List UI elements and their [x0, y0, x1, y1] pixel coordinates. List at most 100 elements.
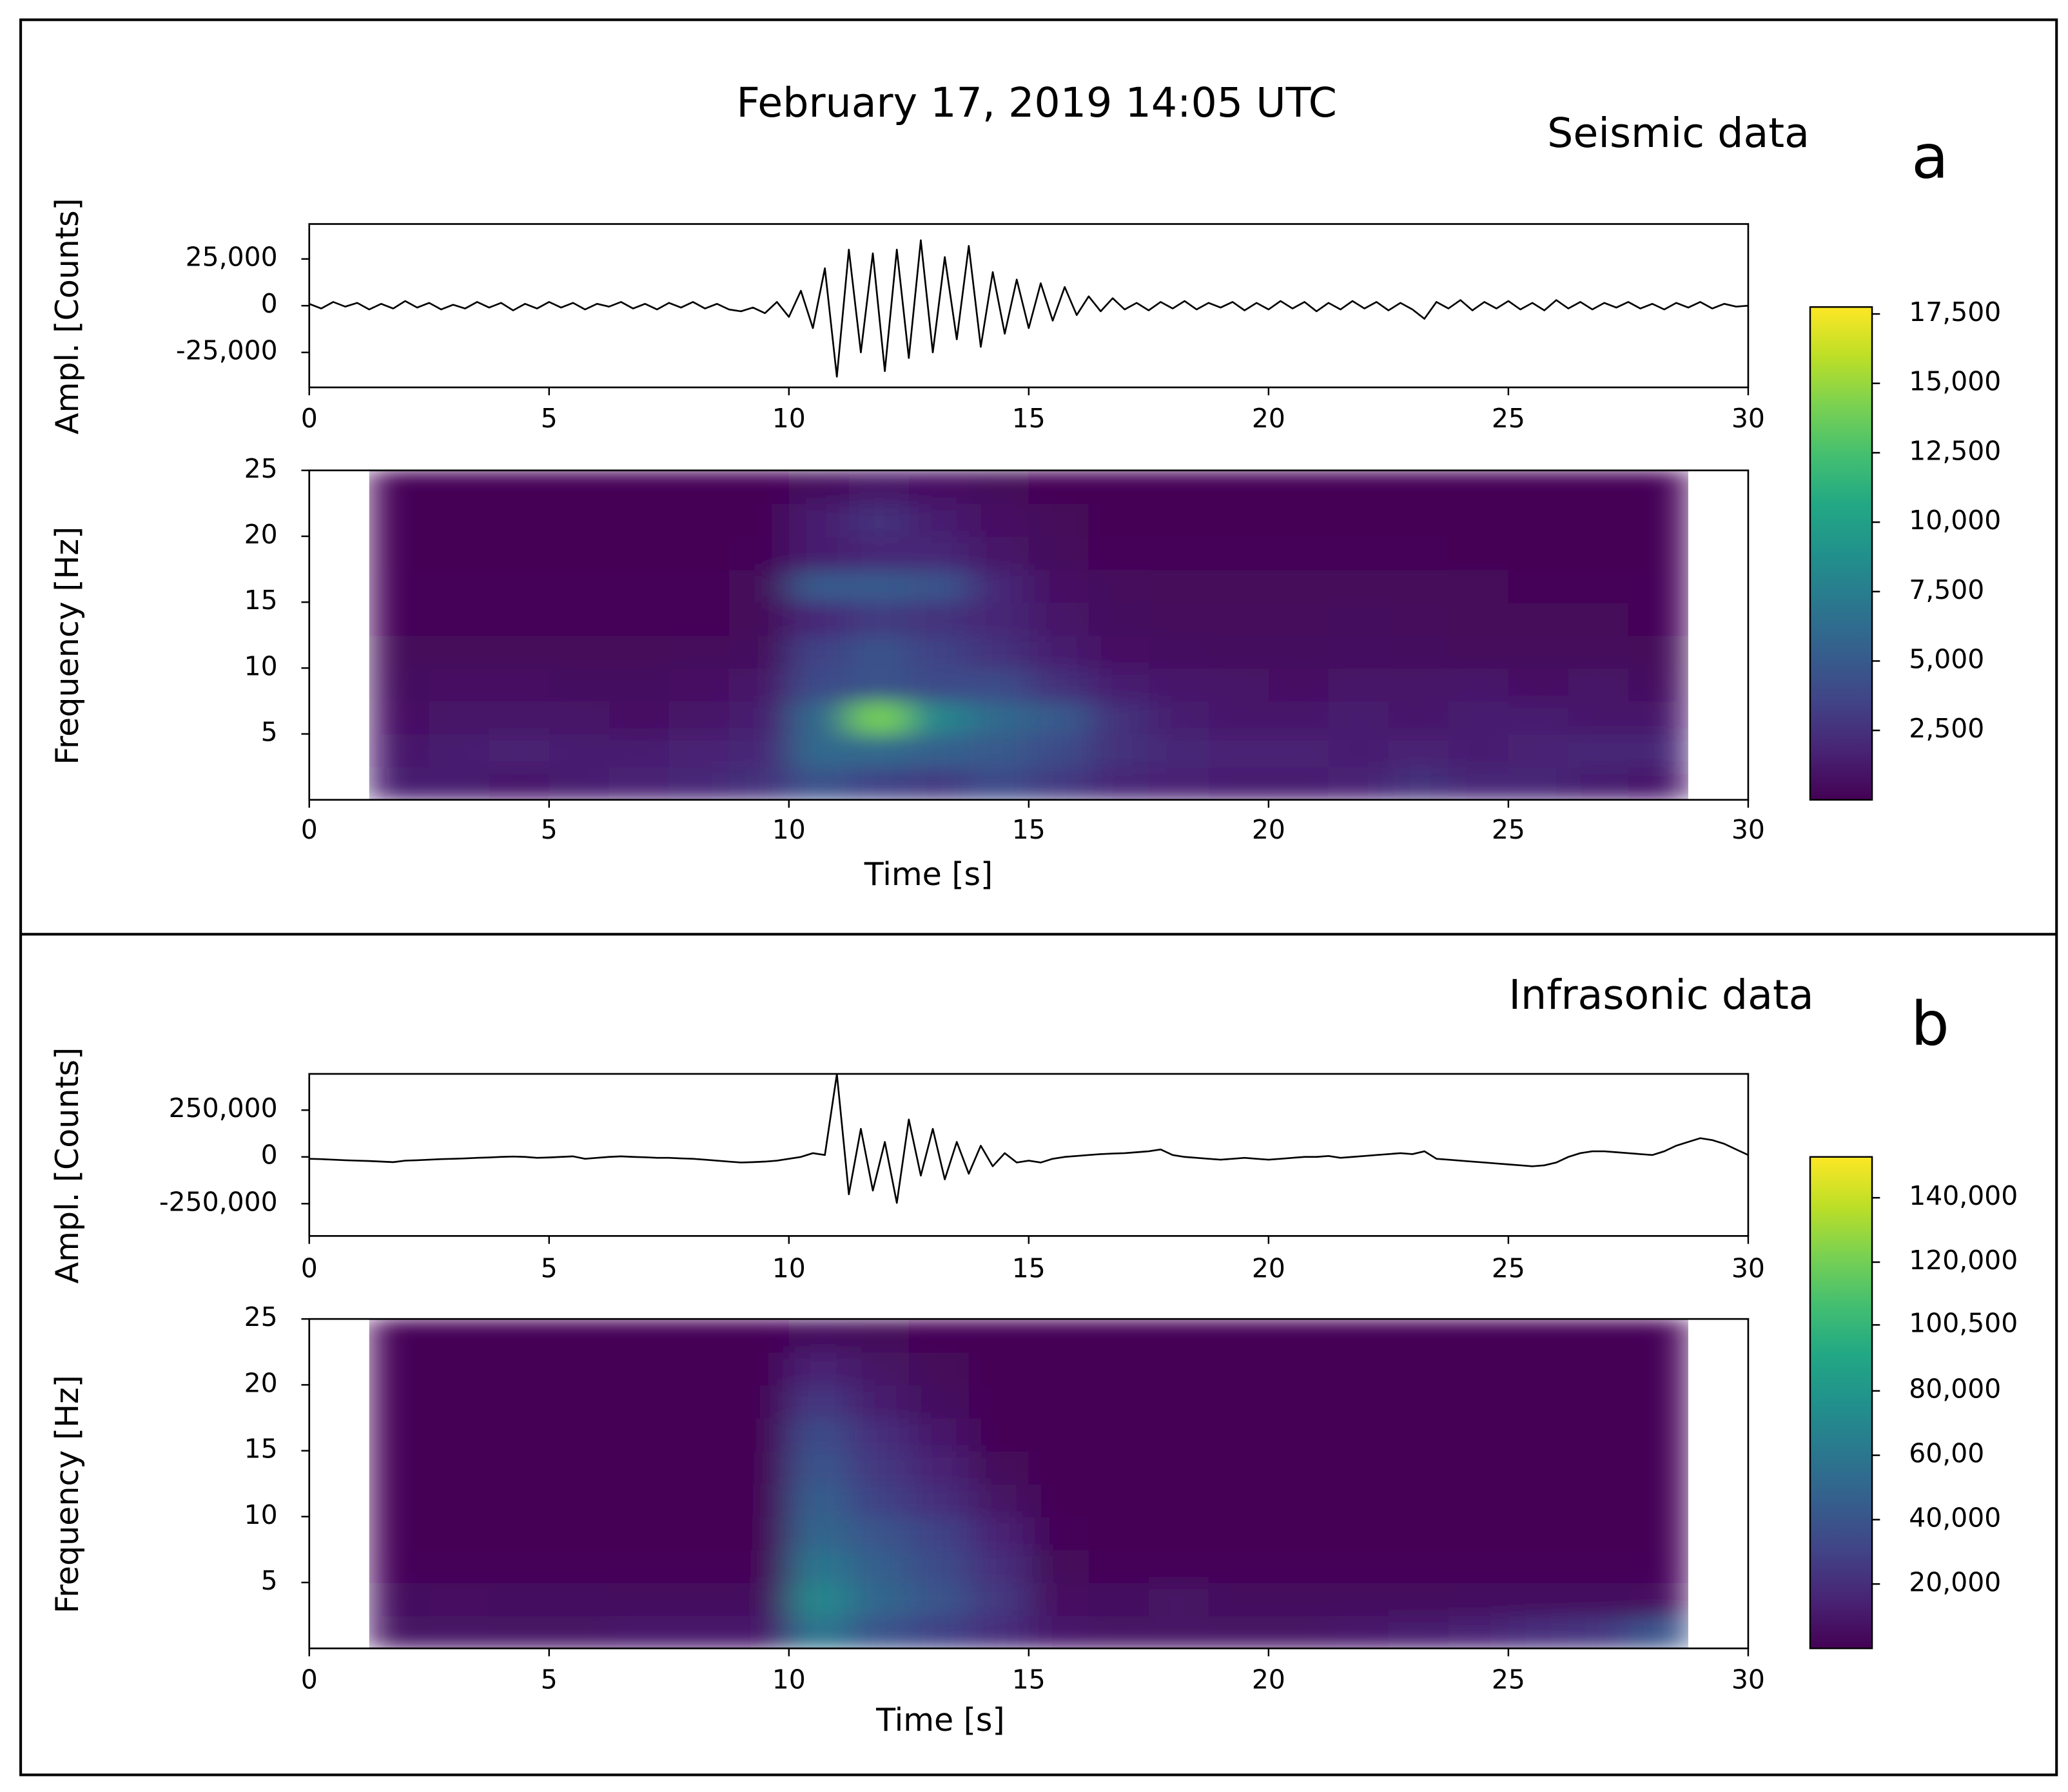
spectrogram-cell	[1148, 602, 1209, 636]
spectrogram-cell	[968, 1549, 1029, 1584]
spectrogram-cell	[1268, 635, 1329, 669]
spectrogram-cell	[1028, 536, 1089, 570]
spectrogram-cell	[549, 1319, 610, 1353]
spectrogram-cell	[728, 536, 790, 570]
spectrogram-cell	[788, 503, 850, 537]
spectrogram-cell	[728, 1615, 790, 1649]
spectrogram-cell	[728, 503, 790, 537]
spectrogram-cell	[788, 734, 850, 768]
spectrogram-cell	[1388, 668, 1449, 702]
spectrogram-cell	[1148, 1516, 1209, 1550]
spectrogram-cell	[1208, 1615, 1269, 1649]
spectrogram-cell	[1568, 766, 1629, 800]
spectrogram-cell	[1628, 1352, 1688, 1386]
spectrogram-cell	[668, 470, 730, 504]
spectrogram-cell	[1148, 1549, 1209, 1584]
spectrogram-cell	[549, 1450, 610, 1485]
spectrogram-cell	[1328, 1352, 1389, 1386]
spectrogram-cell	[1328, 1450, 1389, 1485]
spectrogram-cell	[728, 1483, 790, 1517]
spectrogram-cell	[728, 1582, 790, 1617]
spectrogram-cell	[1028, 569, 1089, 603]
x-tick-label: 25	[1492, 1253, 1525, 1284]
spectrogram-cell	[728, 1549, 790, 1584]
spectrogram-cell	[1448, 1385, 1509, 1419]
spectrogram-cell	[788, 1319, 850, 1353]
spectrogram-cell	[968, 1483, 1029, 1517]
spectrogram-cell	[489, 701, 550, 735]
spectrogram-cell	[908, 734, 970, 768]
spectrogram-cell	[668, 1483, 730, 1517]
spectrogram-cell	[1148, 1417, 1209, 1452]
spectrogram-cell	[369, 1483, 430, 1517]
spectrogram-cell	[1388, 701, 1449, 735]
spectrogram-cell	[549, 734, 610, 768]
spectrogram-cell	[788, 470, 850, 504]
spectrogram-cell	[1568, 503, 1629, 537]
spectrogram-cells	[369, 470, 1688, 800]
spectrogram-cell	[1208, 1483, 1269, 1517]
spectrogram-cell	[1508, 1450, 1569, 1485]
spectrogram-cell	[1388, 1352, 1449, 1386]
spectrogram-cell	[728, 602, 790, 636]
spectrogram-cell	[1148, 766, 1209, 800]
spectrogram-cell	[788, 1615, 850, 1649]
spectrogram-cell	[1568, 635, 1629, 669]
spectrogram-cell	[429, 569, 490, 603]
spectrogram-cell	[1028, 1352, 1089, 1386]
spectrogram-cell	[788, 1417, 850, 1452]
spectrogram-cell	[1328, 635, 1389, 669]
spectrogram-cell	[788, 602, 850, 636]
spectrogram-cell	[1268, 1483, 1329, 1517]
spectrogram-cell	[968, 470, 1029, 504]
spectrogram-cell	[968, 1417, 1029, 1452]
spectrogram-cell	[1148, 1483, 1209, 1517]
spectrogram-cell	[668, 766, 730, 800]
spectrogram-cell	[489, 602, 550, 636]
spectrogram-cell	[1388, 635, 1449, 669]
y-axis-label: Ampl. [Counts]	[48, 198, 86, 434]
spectrogram-cell	[609, 734, 670, 768]
spectrogram-cell	[1268, 1582, 1329, 1617]
spectrogram-cell	[848, 1352, 910, 1386]
spectrogram-cell	[1328, 602, 1389, 636]
spectrogram-cell	[1208, 1319, 1269, 1353]
x-tick-label: 30	[1731, 1664, 1765, 1695]
spectrogram-cell	[1268, 734, 1329, 768]
spectrogram-cell	[489, 1385, 550, 1419]
spectrogram-cell	[489, 1582, 550, 1617]
spectrogram-cell	[968, 503, 1029, 537]
spectrogram-cell	[668, 569, 730, 603]
spectrogram-cell	[728, 1319, 790, 1353]
spectrogram-cell	[489, 668, 550, 702]
spectrogram-cell	[1448, 701, 1509, 735]
spectrogram-cell	[1268, 766, 1329, 800]
colorbar-tick-label: 80,000	[1909, 1374, 2001, 1405]
spectrogram-cell	[1328, 668, 1389, 702]
spectrogram-cell	[908, 1516, 970, 1550]
axes-frame	[308, 1073, 1750, 1237]
spectrogram-cell	[1388, 536, 1449, 570]
spectrogram-cell	[1388, 1450, 1449, 1485]
spectrogram-cell	[1208, 635, 1269, 669]
spectrogram-cell	[1148, 536, 1209, 570]
spectrogram-cell	[1028, 1483, 1089, 1517]
waveform	[309, 239, 1749, 378]
spectrogram-cell	[1508, 701, 1569, 735]
spectrogram-cell	[728, 1450, 790, 1485]
spectrogram-cell	[1208, 701, 1269, 735]
spectrogram-cell	[1568, 1615, 1629, 1649]
spectrogram-cell	[908, 470, 970, 504]
spectrogram-cell	[668, 1516, 730, 1550]
spectrogram-cell	[1628, 701, 1688, 735]
spectrogram-cell	[668, 734, 730, 768]
spectrogram-cell	[668, 602, 730, 636]
spectrogram-cell	[1088, 766, 1149, 800]
spectrogram-cell	[489, 1483, 550, 1517]
spectrogram-cell	[1448, 1450, 1509, 1485]
spectrogram-cell	[848, 569, 910, 603]
x-tick-label: 25	[1492, 814, 1525, 845]
spectrogram-cell	[1388, 602, 1449, 636]
spectrogram-cell	[1388, 1582, 1449, 1617]
spectrogram-cell	[1448, 1352, 1509, 1386]
